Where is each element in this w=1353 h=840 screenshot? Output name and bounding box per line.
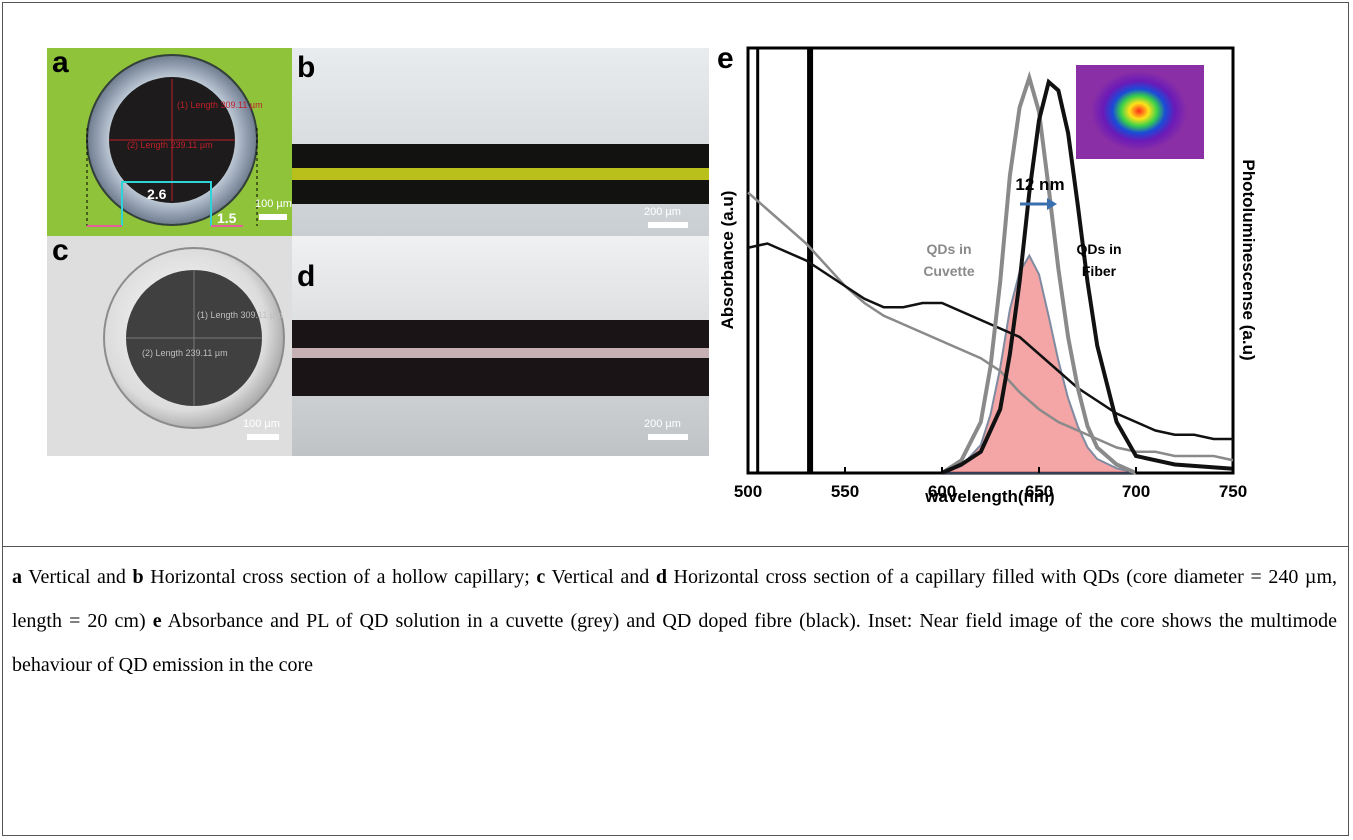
- y-axis-right-label: Photoluminescense (a.u): [1239, 159, 1258, 360]
- caption-c-text: Vertical and: [545, 566, 656, 588]
- panel-a-micrograph: a (1) Length 309.11 µm (2) Length 239.11…: [47, 48, 292, 236]
- series-photoluminescence-cuvette: [940, 70, 1137, 475]
- shift-label: 12 nm: [1015, 175, 1064, 194]
- panel-d-label: d: [297, 260, 316, 293]
- x-tick-label-750: 750: [1219, 482, 1247, 501]
- caption-d-label: d: [655, 566, 667, 588]
- panel-a-label: a: [52, 48, 69, 79]
- caption-a-label: a: [12, 566, 22, 588]
- x-axis-label: wavelength(nm): [924, 487, 1054, 506]
- caption-a-text: Vertical and: [22, 566, 133, 588]
- panel-b-label: b: [297, 51, 316, 84]
- caption-b-label: b: [132, 566, 144, 588]
- absorbance-pl-chart: 500 550 600 650 700 750 12 nm QDs in Cuvette …: [718, 46, 1258, 506]
- legend-fiber-line1: QDs in: [1076, 241, 1121, 257]
- capillary-cross-section-a: [86, 54, 258, 227]
- x-tick-label-650: 650: [1025, 482, 1053, 501]
- panel-b-micrograph: b 200 µm: [292, 48, 709, 236]
- wall-dimension-label: 1.5: [217, 210, 237, 226]
- capillary-cross-section-c: [103, 247, 285, 429]
- capillary-core-highlight: [292, 348, 709, 358]
- caption-c-label: c: [536, 566, 546, 588]
- y-axis-left-label: Absorbance (a.u): [718, 191, 737, 330]
- panel-e-label: e: [717, 42, 734, 75]
- series-absorbance-fiber: [747, 242, 1233, 441]
- near-field-inset: [1076, 65, 1204, 159]
- panel-c-label: c: [52, 236, 69, 267]
- caption-d-text: Horizontal cross section of a capillary …: [12, 566, 1338, 632]
- shift-arrow-head: [1047, 198, 1057, 210]
- legend-cuvette-line1: QDs in: [926, 241, 971, 257]
- x-tick-label-600: 600: [928, 482, 956, 501]
- x-tick-label-700: 700: [1122, 482, 1150, 501]
- pl-shaded-area: [941, 253, 1137, 474]
- panel-d-scale-bar: [648, 434, 688, 440]
- panel-c-scale-bar: [247, 434, 279, 440]
- core-dimension-label: 2.6: [147, 186, 167, 202]
- caption-b-text: Horizontal cross section of a hollow cap…: [143, 566, 537, 588]
- panel-a-measurement-1: (1) Length 309.11 µm: [177, 100, 263, 110]
- panel-b-scale-text: 200 µm: [644, 206, 681, 218]
- figure-caption: a Vertical and b Horizontal cross sectio…: [12, 555, 1337, 687]
- caption-e-text: Absorbance and PL of QD solution in a cu…: [12, 610, 1337, 676]
- caption-divider: [2, 546, 1349, 547]
- panel-b-scale-bar: [648, 222, 688, 228]
- x-tick-label-550: 550: [831, 482, 859, 501]
- capillary-horizontal-d: [292, 320, 709, 396]
- panel-d-scale-text: 200 µm: [644, 418, 681, 430]
- legend-fiber-line2: Fiber: [1082, 263, 1117, 279]
- panel-a-scale-bar: [259, 214, 287, 220]
- panel-a-scale-text: 100 µm: [255, 198, 292, 210]
- panel-c-measurement-2: (2) Length 239.11 µm: [142, 348, 228, 358]
- panel-a-measurement-2: (2) Length 239.11 µm: [127, 140, 213, 150]
- legend-cuvette-line2: Cuvette: [923, 263, 975, 279]
- panel-c-measurement-1: (1) Length 309.11 µm: [197, 310, 283, 320]
- panel-c-scale-text: 100 µm: [243, 418, 280, 430]
- panel-c-micrograph: c (1) Length 309.11 µm (2) Length 239.11…: [47, 236, 292, 456]
- panel-d-micrograph: d 200 µm: [292, 236, 709, 456]
- series-photoluminescence-fiber: [941, 78, 1234, 475]
- caption-e-label: e: [152, 610, 162, 632]
- yellow-emission-core: [292, 168, 709, 180]
- x-tick-label-500: 500: [734, 482, 762, 501]
